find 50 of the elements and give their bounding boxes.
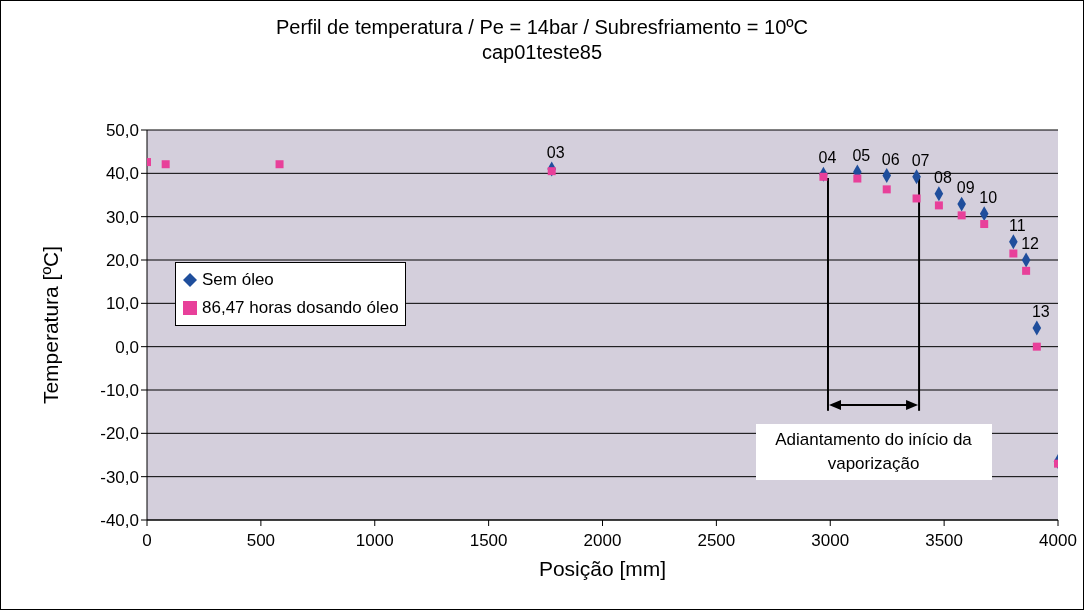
annotation: 07 xyxy=(911,151,930,169)
point xyxy=(980,220,989,229)
x-tick-label: 4000 xyxy=(1039,531,1077,551)
annotation: 13 xyxy=(1031,303,1050,321)
point xyxy=(957,211,966,220)
y-tick-label: 0,0 xyxy=(115,337,139,357)
annotation: Adiantamento do início da vaporização xyxy=(755,424,992,480)
annotation: 08 xyxy=(933,168,952,186)
point xyxy=(934,201,943,210)
point xyxy=(1032,342,1041,351)
y-tick-label: -10,0 xyxy=(100,381,139,401)
annotation: 10 xyxy=(979,188,998,206)
annotation: 06 xyxy=(881,150,900,168)
x-axis-title: Posição [mm] xyxy=(538,557,667,580)
x-tick-label: 3500 xyxy=(925,531,964,551)
x-tick-label: 2500 xyxy=(697,531,736,551)
x-tick-label: 1000 xyxy=(355,531,394,551)
point xyxy=(547,167,556,176)
x-tick-label: 2000 xyxy=(583,531,622,551)
y-axis-title: Temperatura [ºC] xyxy=(39,245,63,405)
y-tick-label: 50,0 xyxy=(105,121,139,141)
y-tick-label: -20,0 xyxy=(100,424,139,444)
point xyxy=(819,172,828,181)
point xyxy=(912,194,921,203)
legend-label: 86,47 horas dosando óleo xyxy=(202,297,399,319)
point xyxy=(275,160,284,169)
annotation: 05 xyxy=(852,147,871,165)
chart-title: Perfil de temperatura / Pe = 14bar / Subresfriamento = 10ºC xyxy=(275,16,809,39)
x-tick-label: 500 xyxy=(246,531,276,551)
chart-subtitle: cap01teste85 xyxy=(480,41,604,64)
y-tick-label: 40,0 xyxy=(105,164,139,184)
y-tick-label: 10,0 xyxy=(105,294,139,314)
annotation: 12 xyxy=(1021,235,1040,252)
point xyxy=(853,174,862,183)
annotation: 04 xyxy=(818,149,837,167)
annotation: 09 xyxy=(956,179,975,197)
y-tick-label: -30,0 xyxy=(100,467,139,487)
x-tick-label: 1500 xyxy=(469,531,508,551)
annotation: 03 xyxy=(546,144,565,161)
y-tick-label: 20,0 xyxy=(105,251,139,271)
legend-label: Sem óleo xyxy=(202,269,274,291)
annotation: 11 xyxy=(1009,216,1026,234)
point xyxy=(882,185,891,194)
y-tick-label: 30,0 xyxy=(105,207,139,227)
point xyxy=(1009,249,1018,258)
x-tick-label: 0 xyxy=(142,531,152,551)
point xyxy=(161,160,170,169)
x-tick-label: 3000 xyxy=(811,531,850,551)
y-tick-label: -40,0 xyxy=(100,511,139,531)
point xyxy=(1022,266,1031,275)
